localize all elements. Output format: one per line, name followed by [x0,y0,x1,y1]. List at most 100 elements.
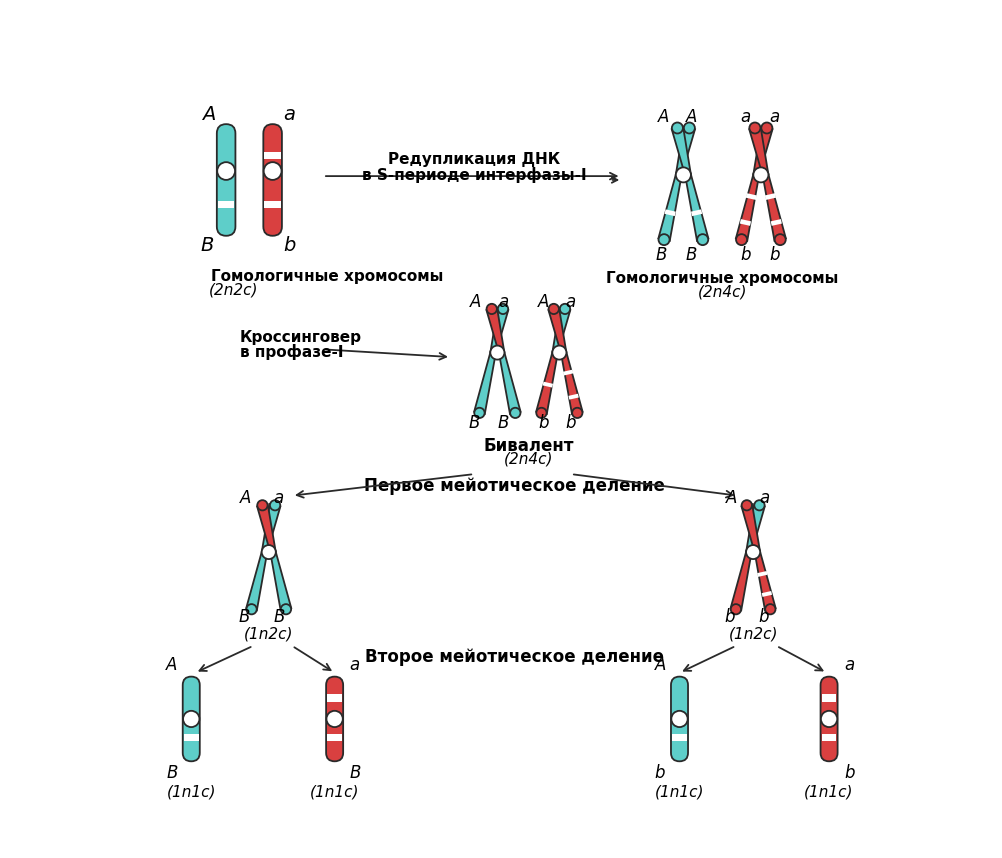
Polygon shape [671,127,690,176]
Text: Редупликация ДНК: Редупликация ДНК [388,152,560,166]
Circle shape [683,123,694,134]
Circle shape [548,304,558,314]
Polygon shape [536,352,557,414]
Polygon shape [748,127,768,176]
Polygon shape [664,209,675,216]
Text: в профазе-I: в профазе-I [239,344,344,360]
Text: (1n1c): (1n1c) [804,784,853,800]
Text: a: a [284,105,296,124]
Bar [821,694,836,702]
Circle shape [753,167,768,183]
Circle shape [670,710,687,727]
Text: A: A [657,108,669,126]
Circle shape [820,710,837,727]
Text: A: A [239,489,250,507]
Text: a: a [498,293,508,311]
Circle shape [675,167,690,183]
Polygon shape [498,352,520,414]
Text: B: B [497,414,509,432]
Polygon shape [745,505,764,553]
Text: B: B [199,236,213,255]
Text: b: b [538,414,548,432]
Circle shape [774,234,785,245]
Polygon shape [657,174,681,241]
Text: B: B [684,245,696,263]
Bar [327,734,342,741]
Text: b: b [284,236,296,255]
Circle shape [765,604,775,614]
FancyBboxPatch shape [670,677,687,761]
Text: A: A [202,105,215,124]
Text: a: a [564,293,575,311]
Polygon shape [740,505,760,553]
Text: A: A [538,293,549,311]
Text: (2n2c): (2n2c) [208,282,259,298]
Text: A: A [684,108,696,126]
Text: a: a [273,489,283,507]
Polygon shape [486,308,504,353]
Circle shape [257,500,268,511]
FancyBboxPatch shape [820,677,837,761]
Circle shape [490,346,504,360]
Text: Первое мейотическое деление: Первое мейотическое деление [364,477,664,495]
Text: (2n4c): (2n4c) [696,285,746,300]
Circle shape [559,304,569,314]
Bar [327,694,342,702]
FancyBboxPatch shape [182,677,199,761]
Text: (1n2c): (1n2c) [243,626,294,642]
Text: b: b [739,245,749,263]
Circle shape [536,408,546,418]
Polygon shape [562,370,573,376]
Polygon shape [757,571,767,577]
Circle shape [761,123,772,134]
Circle shape [735,234,746,245]
Circle shape [552,346,566,360]
Text: a: a [844,656,854,674]
Circle shape [658,234,669,245]
Circle shape [262,545,276,559]
Polygon shape [271,552,291,610]
Circle shape [486,304,496,314]
Polygon shape [754,552,775,610]
Text: (1n1c): (1n1c) [166,784,215,800]
Text: b: b [723,608,734,626]
Text: (1n2c): (1n2c) [727,626,778,642]
Polygon shape [684,174,707,241]
Circle shape [696,234,707,245]
Polygon shape [729,552,750,610]
Circle shape [740,500,752,511]
Polygon shape [262,505,281,553]
Text: b: b [654,764,664,782]
Circle shape [748,123,760,134]
Text: (1n1c): (1n1c) [654,784,703,800]
Circle shape [474,408,484,418]
Bar [217,201,234,208]
Text: Бивалент: Бивалент [483,437,573,455]
Text: b: b [843,764,854,782]
Polygon shape [770,219,782,226]
Circle shape [497,304,508,314]
Circle shape [217,162,234,180]
Bar [265,201,281,208]
Polygon shape [739,219,750,226]
Polygon shape [474,352,495,414]
Circle shape [571,408,582,418]
Polygon shape [246,552,267,610]
Circle shape [264,162,282,180]
Bar [183,734,198,741]
Text: a: a [350,656,360,674]
Circle shape [754,500,764,511]
Polygon shape [765,193,776,200]
Circle shape [671,123,682,134]
Text: A: A [725,489,736,507]
Text: A: A [166,656,177,674]
Bar [671,734,686,741]
Text: B: B [166,764,177,782]
FancyBboxPatch shape [216,124,235,236]
Text: Кроссинговер: Кроссинговер [239,330,362,345]
Text: Гомологичные хромосомы: Гомологичные хромосомы [210,269,443,284]
Polygon shape [675,127,694,176]
Polygon shape [762,174,786,241]
Polygon shape [753,127,772,176]
Text: B: B [655,245,666,263]
